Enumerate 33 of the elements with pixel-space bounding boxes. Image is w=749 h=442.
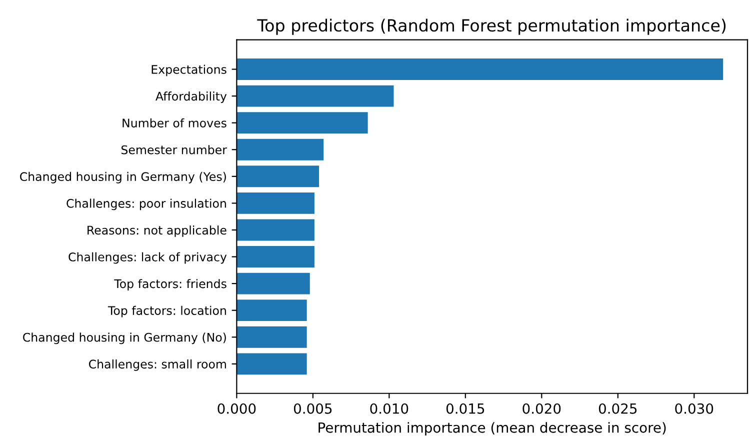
y-tick-label: Top factors: location xyxy=(108,306,226,318)
bar xyxy=(236,272,310,294)
y-tick-label: Challenges: poor insulation xyxy=(66,198,226,210)
y-tick-label: Changed housing in Germany (Yes) xyxy=(20,172,226,184)
x-tick-label: 0.005 xyxy=(294,403,332,414)
bar xyxy=(236,300,307,322)
y-tick-label: Semester number xyxy=(121,145,227,154)
bar xyxy=(236,112,368,134)
bar xyxy=(236,85,394,107)
x-tick-label: 0.015 xyxy=(446,403,484,414)
bar xyxy=(236,58,724,80)
bar xyxy=(236,326,307,348)
x-tick-label: 0.030 xyxy=(675,403,714,414)
y-tick-label: Challenges: lack of privacy xyxy=(68,252,227,264)
y-tick-label: Reasons: not applicable xyxy=(88,225,226,237)
x-tick-label: 0.010 xyxy=(370,403,408,414)
bar xyxy=(236,353,307,375)
y-tick-label: Top factors: friends xyxy=(114,279,226,290)
y-tick-label: Expectations xyxy=(152,64,226,76)
bar xyxy=(236,166,320,188)
bar xyxy=(236,246,314,268)
x-tick-label: 0.000 xyxy=(218,403,256,414)
y-tick-label: Number of moves xyxy=(122,118,226,128)
x-tick-label: 0.025 xyxy=(598,403,637,414)
x-axis-title: Permutation importance (mean decrease in score) xyxy=(318,422,666,436)
bar xyxy=(236,219,314,241)
chart-title: Top predictors (Random Forest permutation importance) xyxy=(257,18,726,35)
y-tick-label: Changed housing in Germany (No) xyxy=(23,332,226,344)
x-tick-label: 0.020 xyxy=(522,403,561,414)
y-tick-label: Challenges: small room xyxy=(88,359,226,371)
bar xyxy=(236,192,314,214)
y-tick-label: Affordability xyxy=(156,92,227,103)
bar xyxy=(236,138,324,160)
